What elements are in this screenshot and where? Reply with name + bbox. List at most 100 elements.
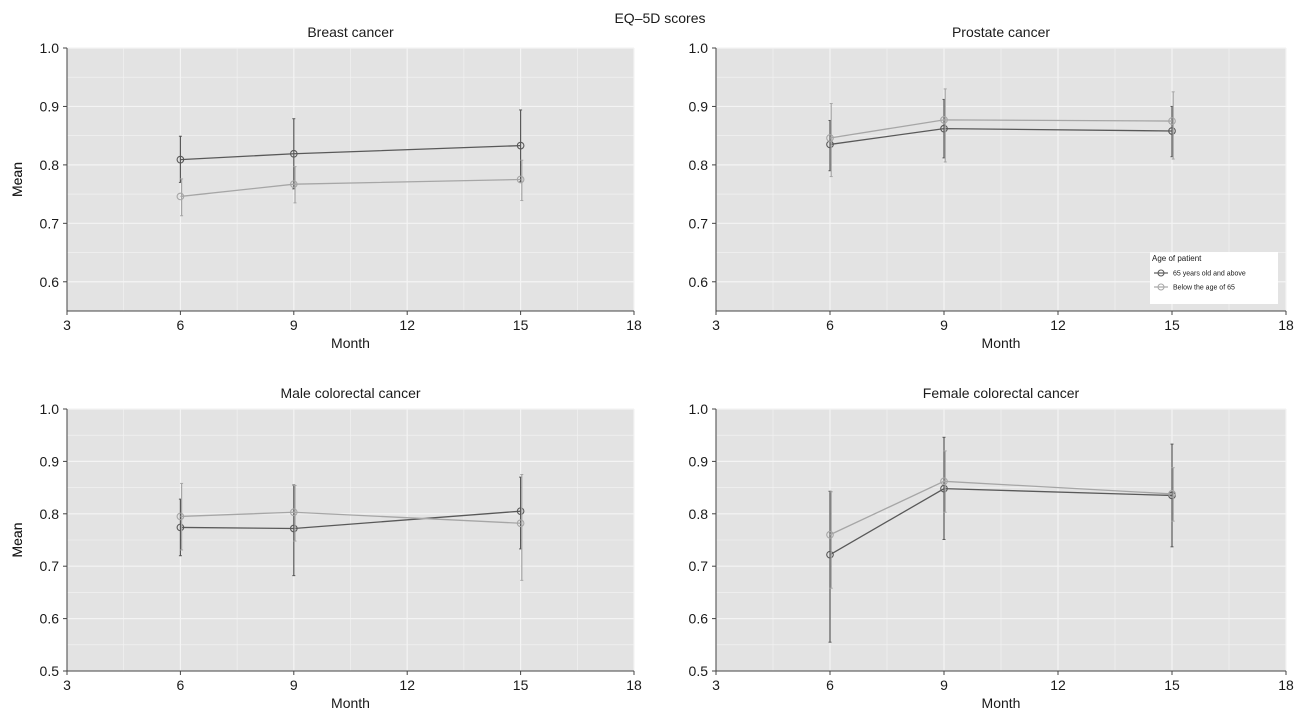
data-point bbox=[289, 180, 298, 189]
y-tick-label: 0.7 bbox=[689, 215, 709, 231]
series-line bbox=[829, 480, 1173, 536]
y-tick-label: 0.6 bbox=[40, 274, 60, 290]
x-tick-label: 3 bbox=[63, 317, 71, 333]
y-axis-title: Mean bbox=[9, 162, 25, 197]
y-tick-label: 0.6 bbox=[689, 611, 709, 627]
y-tick-label: 0.8 bbox=[689, 157, 709, 173]
y-tick-label: 0.5 bbox=[40, 663, 60, 679]
y-tick-label: 0.6 bbox=[689, 274, 709, 290]
y-tick-label: 1.0 bbox=[40, 40, 60, 56]
y-tick-label: 1.0 bbox=[689, 401, 709, 417]
series-line bbox=[180, 144, 521, 161]
y-tick-label: 0.9 bbox=[689, 98, 709, 114]
y-tick-label: 0.9 bbox=[40, 98, 60, 114]
chart-panel: 3 6 9 12 15 18 0.5 0.6 0.7 0.8 0.9 1.0 Male colorect… bbox=[9, 385, 642, 711]
x-tick-label: 6 bbox=[177, 317, 185, 333]
y-axis-title: Mean bbox=[9, 522, 25, 557]
series-line bbox=[829, 128, 1173, 146]
data-point bbox=[940, 116, 948, 124]
x-tick-label: 15 bbox=[513, 677, 529, 693]
chart-panel: 3 6 9 12 15 18 0.5 0.6 0.7 0.8 0.9 1.0 Female colore… bbox=[9, 385, 1294, 711]
series-line bbox=[829, 487, 1173, 556]
panel-title: Female colorectal cancer bbox=[923, 385, 1080, 401]
data-point bbox=[826, 550, 834, 559]
y-tick-label: 0.5 bbox=[689, 663, 709, 679]
x-tick-label: 9 bbox=[940, 317, 948, 333]
y-tick-label: 0.7 bbox=[40, 215, 60, 231]
data-point bbox=[176, 523, 185, 532]
x-tick-label: 9 bbox=[940, 677, 948, 693]
y-tick-label: 0.8 bbox=[40, 506, 60, 522]
x-tick-label: 18 bbox=[1278, 677, 1294, 693]
chart-panels: 3 6 9 12 15 18 0.6 0.7 0.8 0.9 1.0 Breast cancer Mon… bbox=[9, 24, 1294, 711]
y-tick-label: 1.0 bbox=[40, 401, 60, 417]
data-point bbox=[516, 175, 525, 184]
y-tick-label: 0.8 bbox=[689, 506, 709, 522]
y-tick-label: 0.8 bbox=[40, 157, 60, 173]
chart-panel: 3 6 9 12 15 18 0.6 0.7 0.8 0.9 1.0 Breast cancer Mon… bbox=[9, 24, 642, 351]
legend: Age of patient 65 years old and above Belo… bbox=[1150, 252, 1278, 304]
data-point bbox=[940, 477, 948, 486]
legend-marker bbox=[1157, 283, 1165, 291]
y-tick-label: 0.7 bbox=[689, 558, 709, 574]
x-tick-label: 3 bbox=[63, 677, 71, 693]
series-line bbox=[180, 510, 521, 530]
x-axis-title: Month bbox=[982, 695, 1021, 711]
x-tick-label: 15 bbox=[1164, 317, 1180, 333]
x-tick-label: 12 bbox=[399, 677, 415, 693]
x-tick-label: 3 bbox=[712, 317, 720, 333]
y-tick-label: 1.0 bbox=[689, 40, 709, 56]
series bbox=[826, 98, 1176, 172]
panel-title: Breast cancer bbox=[307, 24, 394, 40]
x-tick-label: 12 bbox=[399, 317, 415, 333]
legend-box bbox=[1150, 252, 1278, 304]
y-axis-title: Mean bbox=[9, 522, 25, 557]
y-tick-label: 0.7 bbox=[40, 558, 60, 574]
x-tick-label: 6 bbox=[177, 677, 185, 693]
data-point bbox=[516, 519, 525, 528]
data-point bbox=[176, 155, 185, 164]
legend-marker bbox=[1157, 269, 1165, 277]
series bbox=[826, 88, 1176, 178]
series bbox=[176, 159, 525, 217]
panel-title: Male colorectal cancer bbox=[280, 385, 420, 401]
x-tick-label: 15 bbox=[513, 317, 529, 333]
x-tick-label: 9 bbox=[290, 317, 298, 333]
data-point bbox=[176, 512, 185, 521]
x-tick-label: 3 bbox=[712, 677, 720, 693]
x-axis-title: Month bbox=[331, 695, 370, 711]
data-point bbox=[1168, 117, 1176, 125]
legend-label: Below the age of 65 bbox=[1173, 285, 1235, 292]
y-tick-label: 0.6 bbox=[40, 611, 60, 627]
series bbox=[176, 109, 525, 190]
legend-title: Age of patient bbox=[1152, 254, 1202, 263]
data-point bbox=[826, 134, 834, 142]
series bbox=[176, 474, 525, 581]
data-point bbox=[1168, 490, 1176, 498]
x-tick-label: 9 bbox=[290, 677, 298, 693]
panel-title: Prostate cancer bbox=[952, 24, 1050, 40]
series-line bbox=[829, 119, 1173, 139]
series bbox=[826, 436, 1176, 643]
x-tick-label: 18 bbox=[1278, 317, 1294, 333]
data-point bbox=[289, 508, 298, 517]
x-tick-label: 18 bbox=[626, 317, 642, 333]
series-line bbox=[180, 511, 521, 524]
series bbox=[826, 450, 1176, 589]
x-tick-label: 12 bbox=[1050, 317, 1066, 333]
y-axis-title: Mean bbox=[9, 162, 25, 197]
data-point bbox=[940, 124, 948, 133]
legend-label: 65 years old and above bbox=[1173, 271, 1246, 278]
x-tick-label: 6 bbox=[826, 677, 834, 693]
x-tick-label: 15 bbox=[1164, 677, 1180, 693]
series-line bbox=[180, 178, 521, 198]
data-point bbox=[289, 524, 298, 533]
data-point bbox=[289, 149, 298, 158]
y-tick-label: 0.9 bbox=[40, 453, 60, 469]
x-axis-title: Month bbox=[331, 335, 370, 351]
x-axis-title: Month bbox=[982, 335, 1021, 351]
chart-panel: 3 6 9 12 15 18 0.6 0.7 0.8 0.9 1.0 Prostate cancer M… bbox=[9, 24, 1294, 351]
series bbox=[176, 476, 525, 577]
y-tick-label: 0.9 bbox=[689, 453, 709, 469]
